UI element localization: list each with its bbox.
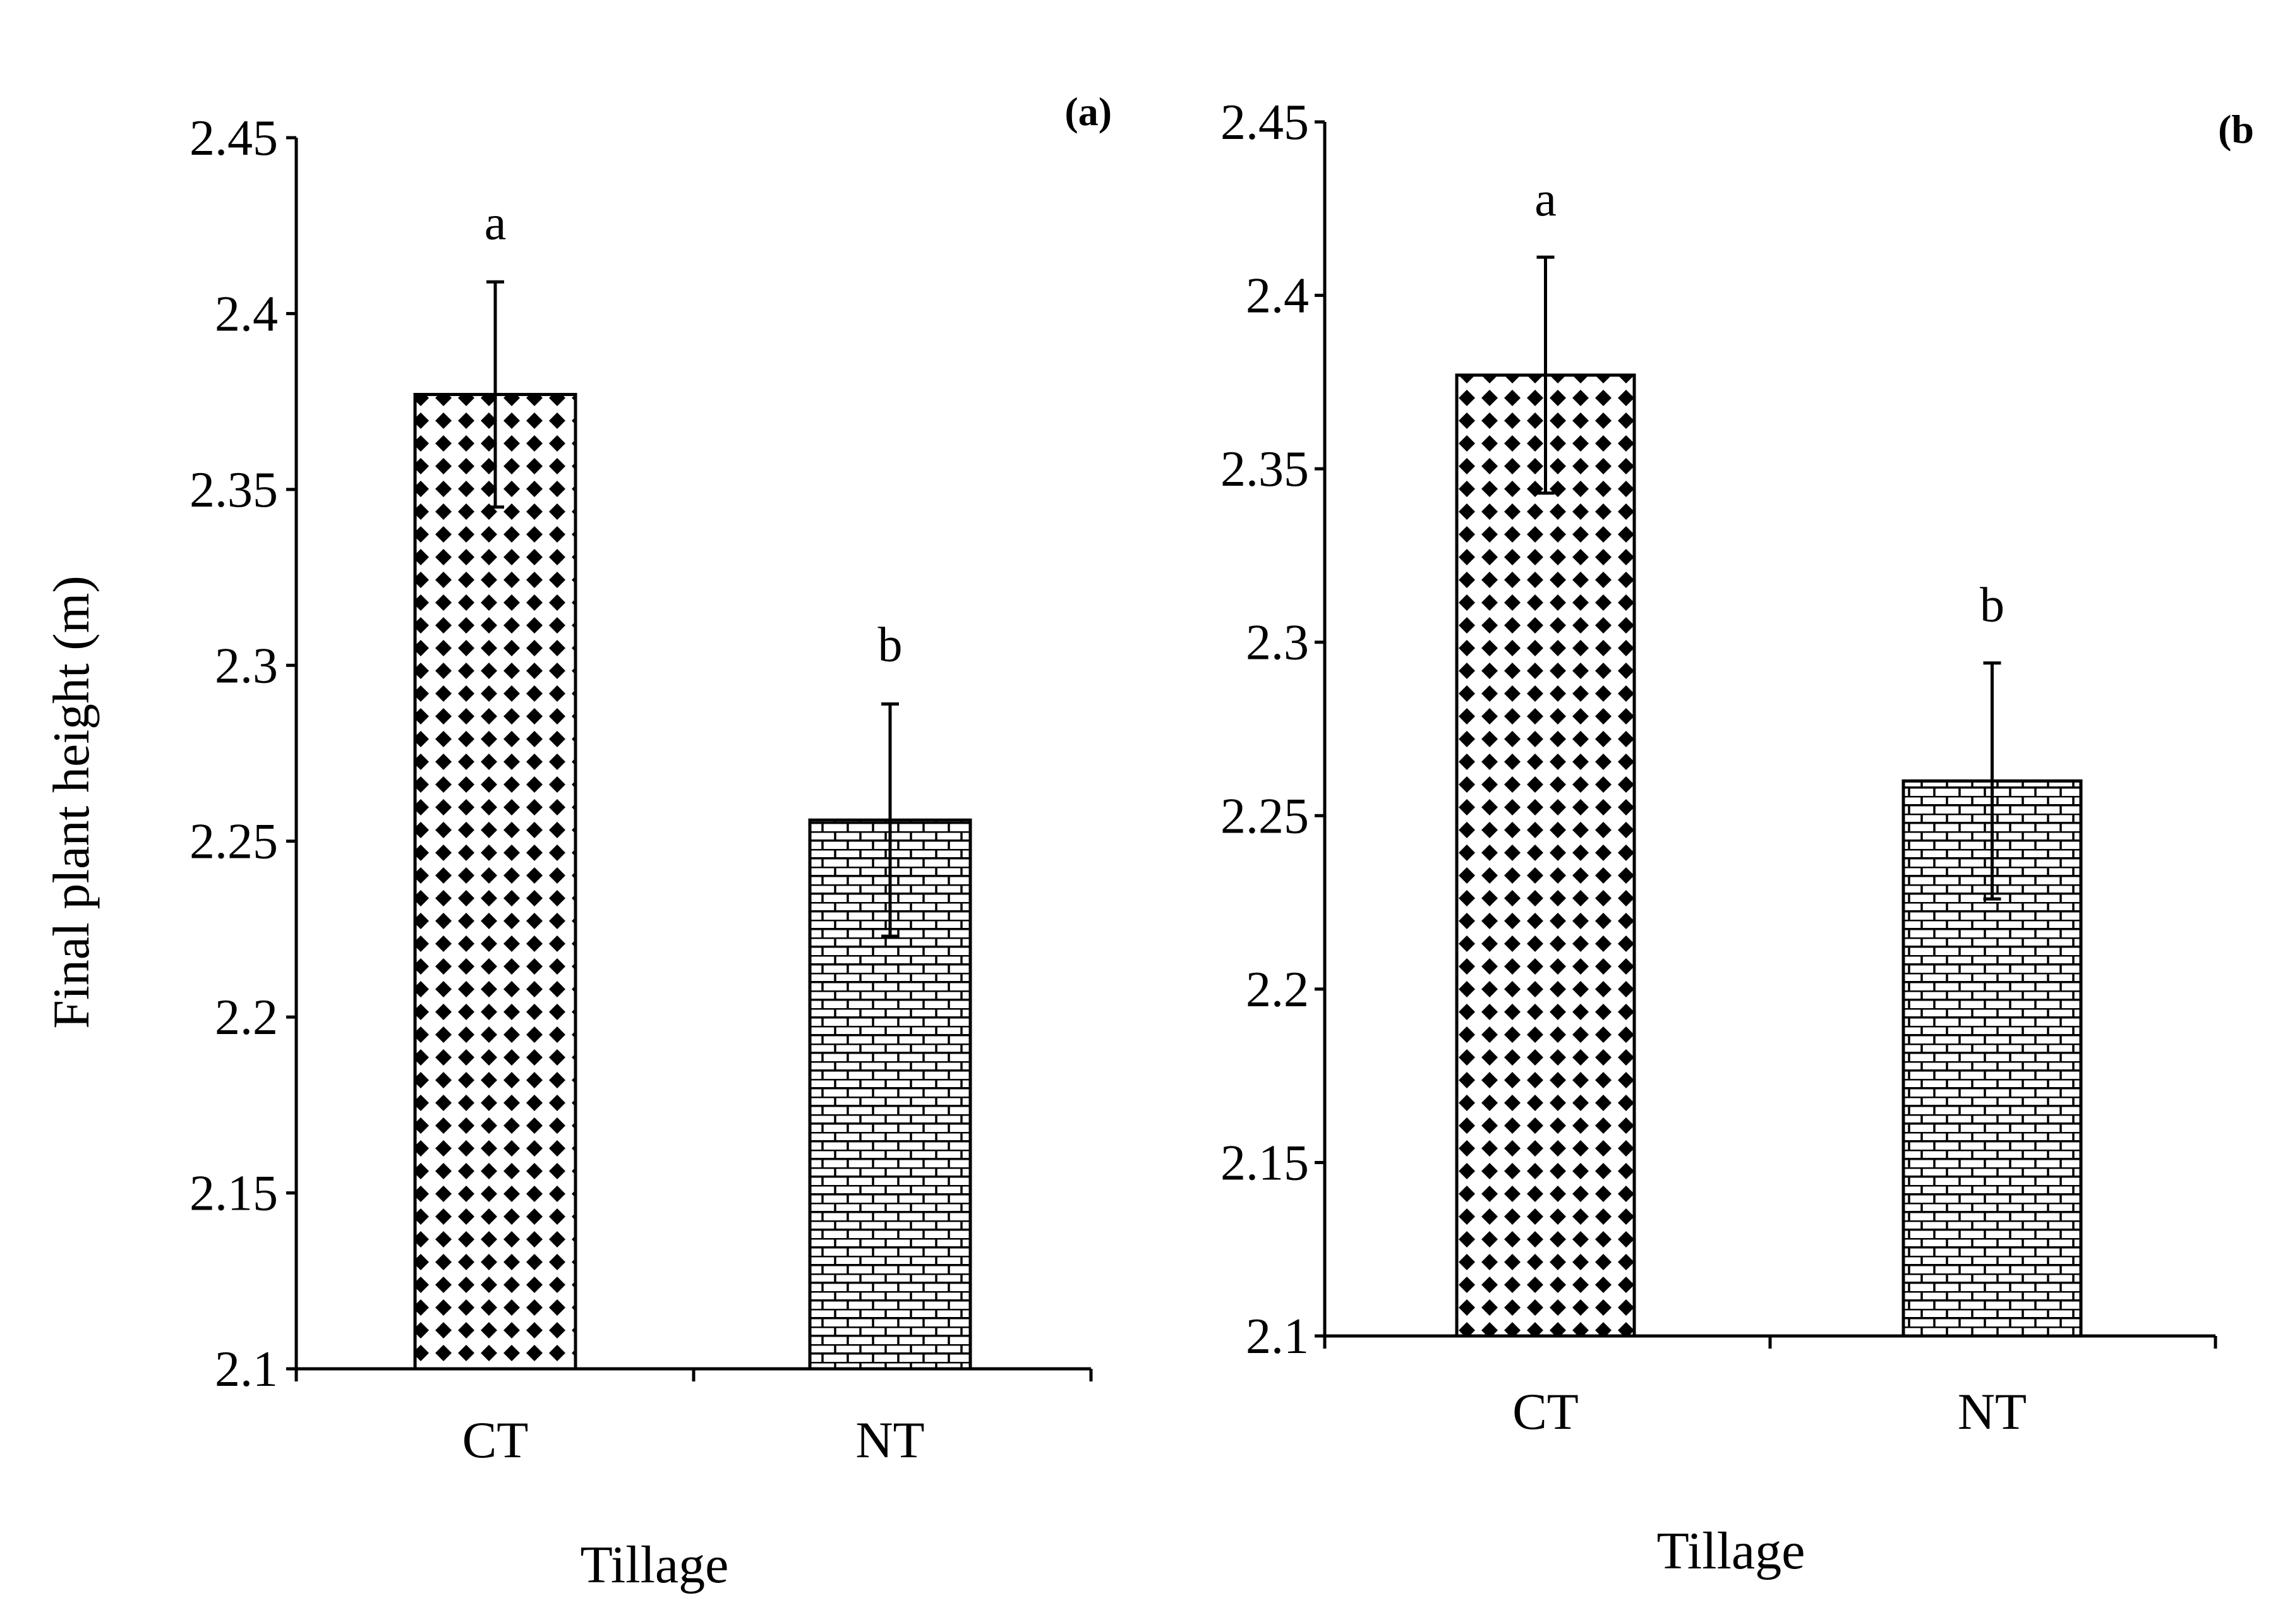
panel-a-x-axis-title: Tillage (581, 1536, 729, 1594)
panel-a-bar-ct (413, 393, 577, 1371)
panel-a-bar-nt (808, 818, 972, 1371)
panel-b-error-bar-ct (1536, 255, 1555, 495)
panel-b-significance-ct: a (1534, 171, 1557, 226)
panel-b-x-axis-title: Tillage (1657, 1522, 1805, 1580)
panel-a-category-label-ct: CT (462, 1411, 529, 1469)
panel-b-category-label-nt: NT (1958, 1383, 2027, 1440)
panel-b-y-tick-label: 2.45 (1220, 95, 1309, 150)
panel-b-label: (b (2218, 107, 2254, 152)
panel-b-y-tick-label: 2.25 (1220, 788, 1309, 844)
panel-a-y-axis-title: Final plant height (m) (42, 575, 100, 1028)
panel-a-y-tick-label: 2.3 (215, 638, 278, 694)
panel-a-y-tick-label: 2.35 (190, 462, 278, 518)
panel-b-y-tick-label: 2.4 (1246, 268, 1309, 324)
panel-a-bars: ab (413, 195, 972, 1371)
panel-a-y-tick-label: 2.25 (190, 814, 278, 870)
panel-b-category-label-ct: CT (1512, 1383, 1579, 1440)
panel-b-bars: ab (1455, 171, 2083, 1338)
panel-a-x-axis: CT NT (294, 1367, 1093, 1469)
panel-a-error-bar-nt (881, 702, 899, 938)
panel-b-y-tick-label: 2.35 (1220, 442, 1309, 497)
panel-a-y-tick-label: 2.1 (215, 1342, 278, 1397)
panel-b-significance-nt: b (1980, 577, 2004, 632)
panel-a-y-tick-label: 2.2 (215, 990, 278, 1045)
panel-b-y-tick-label: 2.1 (1246, 1309, 1309, 1364)
panel-a-y-axis: 2.1 2.15 2.2 2.25 2.3 2.35 2.4 2.45 (190, 111, 298, 1397)
panel-a-category-label-nt: NT (855, 1411, 924, 1469)
panel-a-y-tick-label: 2.4 (215, 286, 278, 342)
panel-a-y-tick-label: 2.45 (190, 111, 278, 166)
panel-b-y-axis: 2.1 2.15 2.2 2.25 2.3 2.35 2.4 2.45 (1220, 95, 1327, 1364)
panel-a: 2.12.152.22.252.32.352.42.45 CT NT ab (a)… (42, 89, 1112, 1594)
panel-a-significance-ct: a (485, 195, 507, 250)
panel-b-error-bar-nt (1983, 661, 2001, 901)
panel-b-x-axis: CT NT (1323, 1334, 2217, 1440)
panel-b-y-tick-label: 2.2 (1246, 962, 1309, 1018)
panel-a-label: (a) (1064, 89, 1112, 134)
panel-a-significance-nt: b (878, 617, 903, 672)
panel-a-error-bar-ct (486, 280, 504, 509)
panel-a-y-tick-label: 2.15 (190, 1166, 278, 1222)
panel-b-y-tick-label: 2.3 (1246, 615, 1309, 671)
panel-b-y-tick-label: 2.15 (1220, 1135, 1309, 1191)
panel-b: 2.12.152.22.252.32.352.42.45 CT NT ab (b … (1220, 95, 2254, 1580)
panel-b-bar-ct (1455, 373, 1636, 1338)
